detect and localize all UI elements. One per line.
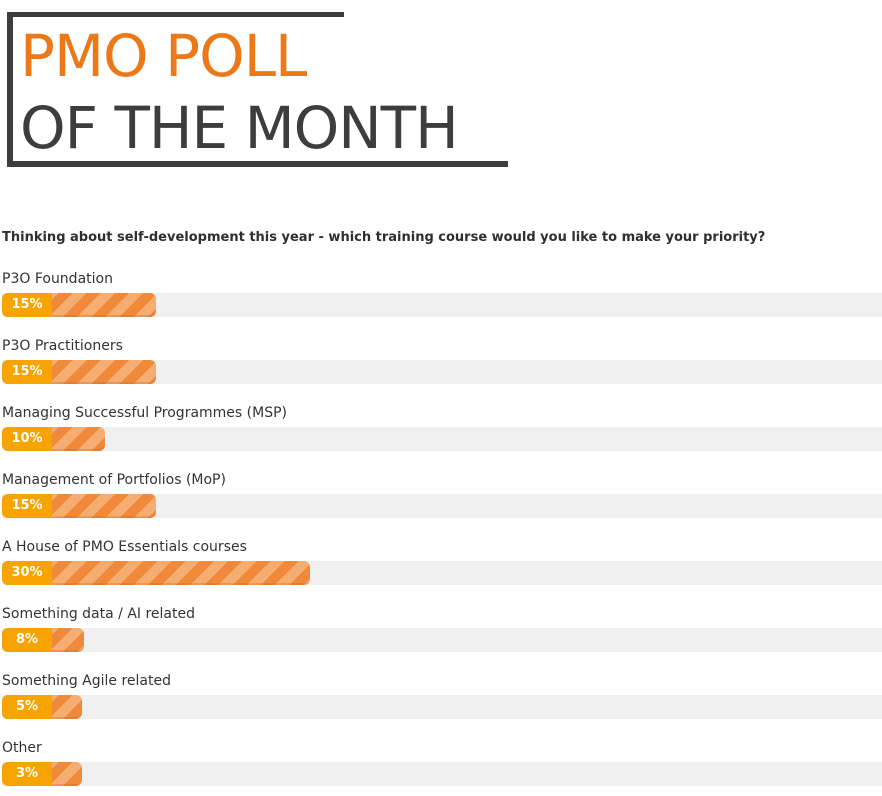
poll-question: Thinking about self-development this yea… (2, 230, 766, 245)
option-label: Something Agile related (2, 673, 171, 689)
result-bar: 15% (2, 293, 157, 317)
option-label: A House of PMO Essentials courses (2, 539, 247, 555)
percent-badge: 15% (2, 293, 52, 317)
result-bar: 3% (2, 762, 82, 786)
result-bar: 8% (2, 628, 85, 652)
option-label: Something data / AI related (2, 606, 195, 622)
option-label: Other (2, 740, 42, 756)
poll-option: Something data / AI related 8% (0, 605, 882, 653)
header-frame-left (7, 12, 13, 167)
percent-badge: 15% (2, 494, 52, 518)
bar-track: 8% (2, 628, 882, 652)
percent-badge: 3% (2, 762, 52, 786)
option-label: Management of Portfolios (MoP) (2, 472, 226, 488)
poll-option: P3O Practitioners 15% (0, 337, 882, 385)
percent-badge: 15% (2, 360, 52, 384)
bar-track: 5% (2, 695, 882, 719)
result-bar: 15% (2, 494, 157, 518)
header-frame-bottom (7, 161, 508, 167)
option-label: P3O Practitioners (2, 338, 123, 354)
poll-title-line1: PMO POLL (20, 22, 307, 90)
poll-option: A House of PMO Essentials courses 30% (0, 538, 882, 586)
poll-option: Managing Successful Programmes (MSP) 10% (0, 404, 882, 452)
header-frame-top (7, 12, 344, 17)
bar-track: 15% (2, 494, 882, 518)
bar-track: 30% (2, 561, 882, 585)
poll-option: Other 3% (0, 739, 882, 787)
percent-badge: 30% (2, 561, 52, 585)
poll-option: P3O Foundation 15% (0, 270, 882, 318)
option-label: Managing Successful Programmes (MSP) (2, 405, 287, 421)
percent-badge: 10% (2, 427, 52, 451)
poll-option: Something Agile related 5% (0, 672, 882, 720)
bar-track: 10% (2, 427, 882, 451)
poll-option: Management of Portfolios (MoP) 15% (0, 471, 882, 519)
percent-badge: 8% (2, 628, 52, 652)
result-bar: 30% (2, 561, 311, 585)
bar-track: 15% (2, 293, 882, 317)
bar-track: 15% (2, 360, 882, 384)
result-bar: 5% (2, 695, 82, 719)
result-bar: 10% (2, 427, 105, 451)
percent-badge: 5% (2, 695, 52, 719)
option-label: P3O Foundation (2, 271, 113, 287)
bar-track: 3% (2, 762, 882, 786)
poll-title-line2: OF THE MONTH (20, 94, 459, 162)
result-bar: 15% (2, 360, 157, 384)
